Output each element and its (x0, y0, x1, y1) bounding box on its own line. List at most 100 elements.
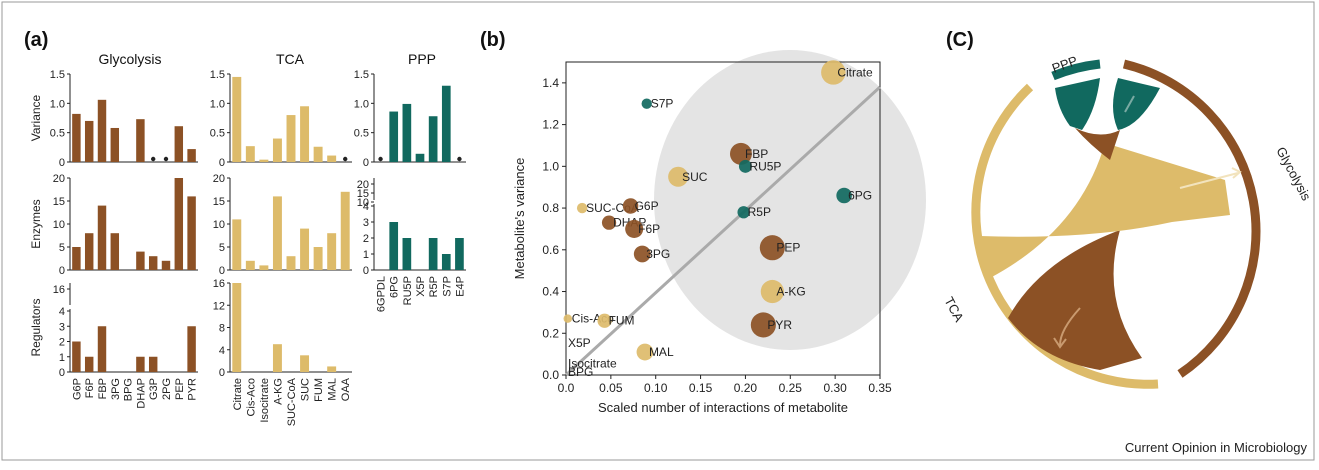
point-label: 3PG (646, 247, 670, 261)
y-tick-label: 20 (357, 179, 369, 191)
arrowhead-tca-glycolysis (1231, 167, 1242, 179)
bar (415, 153, 425, 162)
x-category-label: 2PG (161, 378, 173, 400)
x-category-label: DHAP (135, 378, 147, 409)
ribbon-tca-glycolysis (980, 143, 1230, 278)
y-tick-label: 0.6 (542, 243, 559, 257)
bar (245, 146, 255, 162)
zero-marker (457, 156, 462, 162)
scatter-point (750, 312, 776, 338)
panel-b-label: (b) (480, 29, 506, 51)
scatter-point (759, 235, 785, 261)
y-tick-label: 16 (213, 278, 225, 290)
x-tick-label: 0.05 (599, 381, 623, 395)
point-label: SUC (682, 170, 708, 184)
x-tick-label: 0.15 (689, 381, 713, 395)
y-tick-label: 0.4 (542, 285, 559, 299)
zero-marker (151, 156, 156, 162)
x-category-label: G6P (71, 378, 83, 400)
y-tick-label: 1.5 (354, 69, 369, 81)
panel-c-label: (C) (946, 29, 974, 51)
x-category-label: E4P (454, 276, 466, 297)
x-category-label: OAA (340, 377, 352, 401)
y-tick-label: 0 (219, 157, 225, 169)
bar (84, 233, 94, 270)
panel-c-chord-diagram: PPP Glycolysis TCA (941, 53, 1314, 389)
x-axis-label: Scaled number of interactions of metabol… (598, 400, 848, 415)
scatter-point (836, 187, 852, 204)
arrow-tca-glycolysis (1179, 172, 1239, 189)
arc-label-tca: TCA (941, 294, 967, 324)
y-tick-label: 4 (59, 306, 65, 318)
y-tick-label: 2 (59, 337, 65, 349)
group-title: TCA (276, 51, 305, 67)
y-tick-label: 12 (213, 300, 225, 312)
bar (84, 120, 94, 162)
bar (441, 85, 451, 162)
zero-marker (163, 156, 169, 162)
y-tick-label: 3 (363, 217, 369, 229)
bar (72, 113, 81, 162)
bar (389, 222, 399, 270)
y-tick-label: 0 (59, 265, 65, 277)
x-tick-label: 0.30 (823, 381, 847, 395)
row-title: Variance (29, 94, 43, 141)
arc-glycolysis (1122, 59, 1261, 378)
x-category-label: FUM (313, 378, 325, 402)
point-label: S7P (651, 97, 674, 111)
row-title: Enzymes (29, 199, 43, 248)
bar (245, 260, 255, 270)
bar (136, 251, 145, 270)
x-category-label: RU5P (402, 276, 414, 305)
x-category-label: PEP (174, 378, 186, 400)
bar (110, 127, 120, 162)
panel-b-scatter: 0.0 0.05 0.10 0.15 0.20 0.25 0.30 0.35 0.0 0.2 0.4… (512, 50, 926, 415)
point-label: RU5P (749, 159, 781, 173)
y-tick-label: 1.5 (210, 69, 225, 81)
y-tick-label: 1.4 (542, 76, 559, 90)
bar (402, 238, 412, 270)
bar (259, 265, 269, 270)
bar (455, 238, 464, 270)
ribbon-glycolysis-tca (1008, 230, 1142, 370)
y-tick-label: 1.2 (542, 118, 559, 132)
group-title: PPP (408, 51, 436, 67)
x-category-label: Citrate (232, 378, 244, 410)
y-tick-label: 16 (53, 284, 65, 296)
bar (110, 233, 120, 270)
bar (272, 138, 282, 162)
bar (327, 155, 337, 162)
bar (428, 116, 438, 162)
group-title: Glycolysis (98, 51, 161, 67)
bar (72, 341, 81, 372)
trend-line (564, 85, 882, 377)
scatter-point (668, 166, 689, 187)
x-category-label: BPG (123, 378, 135, 401)
arc-label-glycolysis: Glycolysis (1273, 144, 1314, 203)
point-label: PYR (767, 318, 792, 332)
bar (300, 228, 310, 270)
scatter-point (597, 313, 612, 328)
y-tick-label: 1.0 (354, 98, 369, 110)
bar (174, 126, 184, 162)
scatter-point (760, 279, 784, 304)
scatter-point (641, 98, 652, 109)
point-label: X5P (568, 336, 591, 350)
scatter-point (625, 219, 644, 238)
y-tick-label: 1.0 (210, 98, 225, 110)
y-axis-label: Metabolite's variance (512, 158, 527, 280)
y-tick-label: 0.0 (542, 368, 559, 382)
bar (187, 196, 196, 270)
y-tick-label: 1 (363, 249, 369, 261)
panel-a-bars: Variance Enzymes Regulators Glycolysis 0 0.5 1… (29, 51, 466, 426)
point-label: A-KG (776, 285, 805, 299)
bar (136, 356, 145, 372)
bar (327, 233, 337, 270)
x-category-label: MAL (327, 378, 339, 401)
y-tick-label: 0 (363, 157, 369, 169)
row-title: Regulators (29, 298, 43, 356)
bar (232, 219, 242, 270)
y-tick-label: 0.5 (50, 128, 65, 140)
